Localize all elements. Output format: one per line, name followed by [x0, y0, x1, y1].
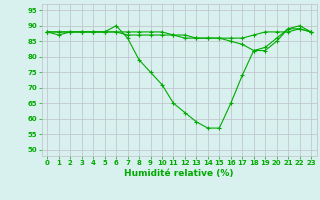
X-axis label: Humidité relative (%): Humidité relative (%) — [124, 169, 234, 178]
